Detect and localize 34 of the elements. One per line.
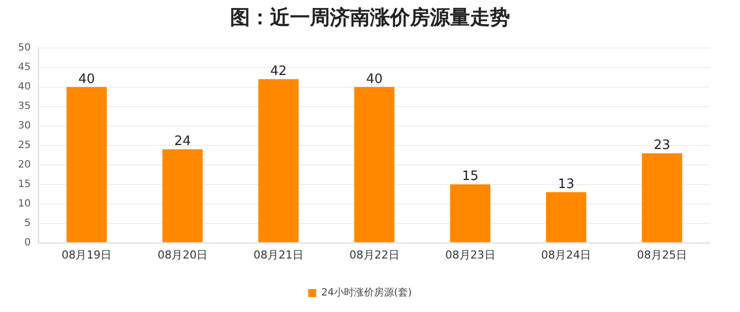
y-tick-label: 25 <box>18 140 31 151</box>
data-label: 40 <box>366 72 383 87</box>
data-label: 42 <box>270 64 287 80</box>
x-tick-label: 08月23日 <box>445 248 496 262</box>
bar <box>642 153 682 242</box>
data-label: 23 <box>654 138 670 154</box>
x-tick-label: 08月22日 <box>349 248 400 262</box>
data-label: 13 <box>558 177 574 192</box>
y-tick-label: 15 <box>18 178 31 190</box>
y-tick-label: 35 <box>18 101 31 112</box>
x-tick-label: 08月21日 <box>253 248 304 262</box>
y-tick-label: 40 <box>18 82 31 93</box>
bar <box>258 79 299 242</box>
x-tick-label: 08月24日 <box>541 248 592 262</box>
x-tick-label: 08月19日 <box>62 248 112 262</box>
x-tick-label: 08月25日 <box>637 248 688 262</box>
chart-title: 图：近一周济南涨价房源量走势 <box>229 4 511 31</box>
bar <box>66 86 107 242</box>
y-tick-label: 30 <box>18 120 31 132</box>
legend-label: 24小时涨价房源(套) <box>321 286 412 299</box>
bar <box>162 149 203 242</box>
data-label: 15 <box>462 169 479 184</box>
bar <box>354 86 394 242</box>
y-tick-label: 20 <box>18 159 31 170</box>
y-tick-label: 5 <box>24 218 31 229</box>
x-tick-label: 08月20日 <box>158 248 208 262</box>
y-tick-label: 10 <box>18 198 31 210</box>
y-tick-label: 45 <box>18 62 31 74</box>
bar <box>546 192 586 242</box>
bar <box>450 184 490 242</box>
data-label: 40 <box>78 72 95 87</box>
data-label: 24 <box>174 134 191 150</box>
y-tick-label: 50 <box>18 42 31 54</box>
y-tick-label: 0 <box>24 237 31 248</box>
